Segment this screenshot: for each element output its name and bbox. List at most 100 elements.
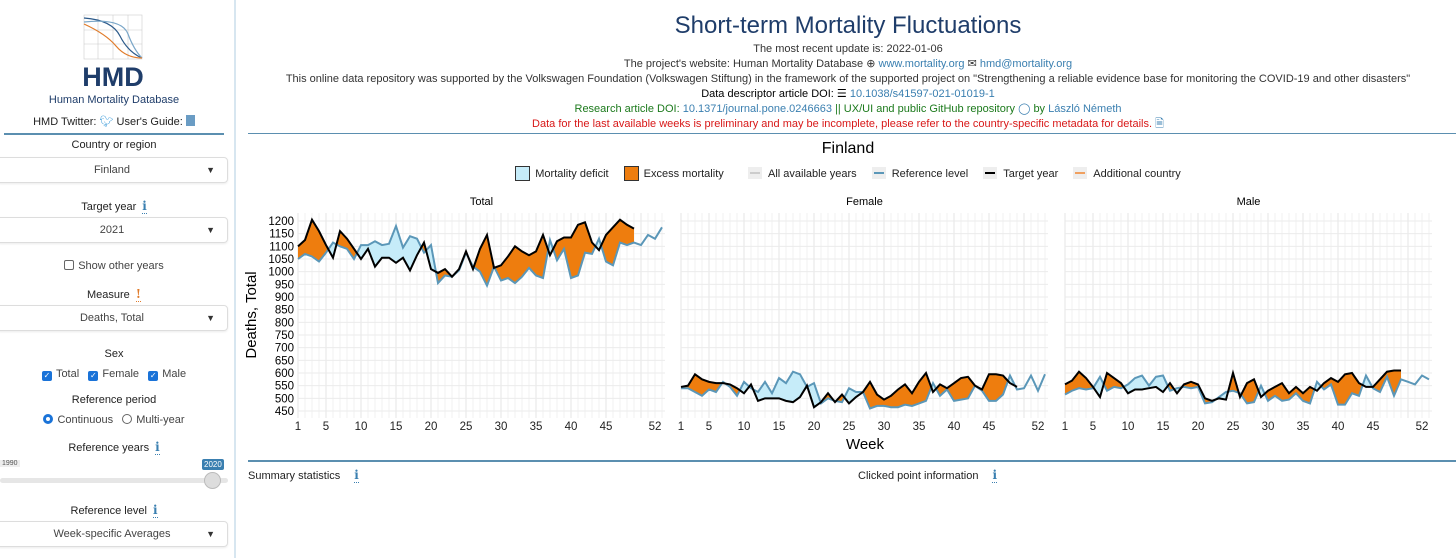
excess-area [877, 394, 884, 406]
panel-title: Male [1237, 196, 1261, 208]
chart-legend: Mortality deficit Excess mortality All a… [240, 166, 1456, 181]
info-icon[interactable]: i [992, 468, 998, 483]
ref-period-options: Continuous Multi-year [0, 414, 228, 426]
y-tick-label: 1000 [268, 267, 294, 279]
page-title: Short-term Mortality Fluctuations [674, 12, 1022, 39]
globe-icon: ⊕ [866, 58, 876, 70]
guide-label: User's Guide: [116, 116, 183, 128]
target-line [297, 217, 635, 279]
ref-years-max: 2020 [202, 459, 224, 470]
excess-area [1352, 373, 1359, 396]
ref-level-label: Reference level i [70, 503, 158, 518]
sex-male-checkbox[interactable]: ✓ Male [148, 368, 187, 381]
x-tick-label: 40 [948, 421, 961, 433]
book-icon[interactable] [185, 115, 195, 126]
x-tick-label: 52 [1032, 421, 1045, 433]
target-year-select[interactable]: 2021 ▼ [0, 217, 228, 243]
excess-area [1247, 379, 1254, 404]
caret-down-icon: ▼ [206, 225, 215, 235]
github-icon[interactable]: ◯ [1018, 103, 1031, 115]
target-line [1064, 369, 1401, 402]
excess-area [884, 395, 891, 408]
deficit-area [396, 226, 403, 263]
info-icon[interactable]: i [155, 440, 160, 455]
excess-area [536, 234, 543, 278]
ref-multiyear-radio[interactable]: Multi-year [122, 414, 185, 426]
mortality-chart[interactable]: Total45050055060065070075080085090095010… [240, 190, 1456, 458]
legend-deficit[interactable]: Mortality deficit [515, 166, 609, 181]
legend-reference[interactable]: Reference level [871, 167, 968, 180]
deficit-area [389, 226, 396, 263]
database-icon: ☰ [836, 88, 847, 100]
slider-handle[interactable] [204, 472, 221, 489]
measure-select[interactable]: Deaths, Total ▼ [0, 305, 228, 331]
excess-area [1254, 379, 1259, 403]
y-tick-label: 650 [275, 355, 294, 367]
show-other-years[interactable]: Show other years [0, 260, 228, 272]
excess-area [606, 227, 613, 266]
excess-area [695, 374, 702, 396]
y-tick-label: 1150 [269, 229, 294, 241]
legend-excess[interactable]: Excess mortality [623, 166, 724, 181]
deficit-area [1135, 375, 1142, 390]
y-tick-label: 500 [275, 393, 294, 405]
pdf-icon[interactable]: 🗎︎ [1155, 118, 1164, 130]
excess-area [702, 379, 709, 396]
info-icon[interactable]: i [152, 503, 158, 518]
reference-line [1064, 373, 1430, 406]
ref-level-select[interactable]: Week-specific Averages ▼ [0, 521, 228, 547]
twitter-label: HMD Twitter: [33, 116, 97, 128]
excess-area [1282, 383, 1289, 401]
deficit-area [410, 236, 417, 271]
warning-icon[interactable]: ! [135, 287, 142, 302]
country-select[interactable]: Finland ▼ [0, 157, 228, 183]
x-tick-label: 20 [425, 421, 438, 433]
x-tick-label: 20 [808, 421, 821, 433]
links-row: HMD Twitter: 🐦︎ User's Guide: [0, 115, 228, 128]
excess-area [996, 374, 1003, 401]
country-label: Country or region [71, 139, 157, 151]
y-tick-label: 1050 [268, 254, 294, 266]
panel-title: Total [470, 196, 493, 208]
show-other-years-checkbox[interactable] [64, 260, 75, 270]
excess-area [1072, 371, 1079, 391]
excess-area [347, 238, 354, 259]
legend-target[interactable]: Target year [983, 167, 1058, 180]
panel-total: Total45050055060065070075080085090095010… [268, 196, 665, 433]
legend-additional[interactable]: Additional country [1073, 167, 1181, 180]
y-tick-label: 800 [275, 317, 294, 329]
excess-area [578, 222, 585, 276]
y-tick-label: 550 [275, 381, 294, 393]
legend-all-years[interactable]: All available years [747, 167, 857, 180]
excess-area [501, 256, 508, 281]
excess-area [905, 384, 912, 406]
sex-total-checkbox[interactable]: ✓ Total [41, 368, 80, 381]
twitter-icon[interactable]: 🐦︎ [99, 116, 114, 128]
x-tick-label: 15 [390, 421, 403, 433]
deficit-area [382, 243, 389, 258]
x-tick-label: 35 [530, 421, 543, 433]
info-icon[interactable]: i [142, 199, 147, 214]
x-tick-label: 5 [706, 421, 712, 433]
ref-continuous-radio[interactable]: Continuous [43, 414, 113, 426]
descriptor-doi-link[interactable]: 10.1038/s41597-021-01019-1 [849, 88, 995, 100]
x-tick-label: 25 [1227, 421, 1240, 433]
deficit-area [793, 371, 800, 403]
descriptor-line: Data descriptor article DOI: ☰ 10.1038/s… [701, 88, 995, 100]
y-tick-label: 850 [275, 305, 294, 317]
excess-area [620, 219, 627, 246]
x-tick-label: 25 [460, 421, 473, 433]
excess-area [571, 224, 578, 278]
sex-female-checkbox[interactable]: ✓ Female [88, 368, 140, 381]
email-link[interactable]: hmd@mortality.org [979, 58, 1073, 70]
research-doi-link[interactable]: 10.1371/journal.pone.0246663 [682, 103, 832, 115]
author-link[interactable]: László Németh [1048, 103, 1122, 115]
ref-period-label: Reference period [71, 394, 157, 406]
info-icon[interactable]: i [354, 468, 359, 483]
excess-area [1345, 373, 1352, 405]
website-link[interactable]: www.mortality.org [878, 58, 965, 70]
y-tick-label: 700 [275, 343, 294, 355]
sex-options: ✓ Total ✓ Female ✓ Male [0, 368, 228, 381]
ref-years-slider[interactable] [0, 478, 228, 483]
website-line: The project's website: Human Mortality D… [623, 58, 1073, 70]
